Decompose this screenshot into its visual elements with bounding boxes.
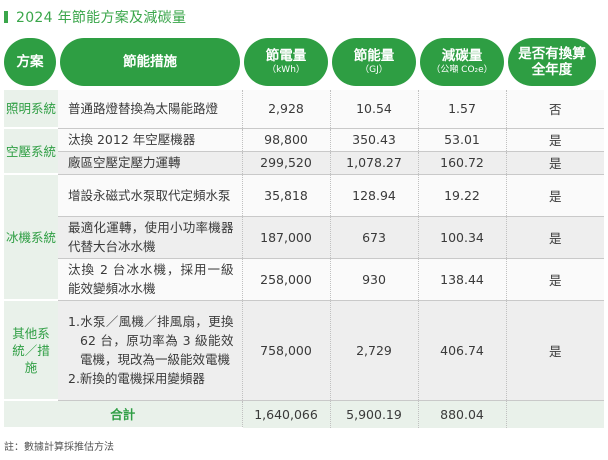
flag-cell: 是: [505, 174, 604, 217]
header-carbon: 減碳量 （公噸 CO₂e）: [420, 38, 504, 86]
flag-cell: 是: [505, 151, 604, 175]
carbon-cell: 160.72: [417, 151, 506, 175]
power-cell: 98,800: [241, 128, 330, 152]
flag-cell: 是: [505, 216, 604, 259]
energy-cell: 930: [329, 258, 418, 301]
measure-item-1: 1.水泵／風機／排風扇，更換 62 台，原功率為 3 級能效電機，現改為一級能效…: [68, 314, 234, 367]
table-row: 空壓系統 汰換 2012 年空壓機器 98,800 350.43 53.01 是: [4, 128, 604, 175]
header-energy-unit: （GJ）: [360, 65, 388, 75]
measure-cell: 1.水泵／風機／排風扇，更換 62 台，原功率為 3 級能效電機，現改為一級能效…: [58, 300, 242, 401]
power-cell: 299,520: [241, 151, 330, 175]
measure-cell: 汰換 2012 年空壓機器: [58, 128, 242, 152]
header-carbon-label: 減碳量: [441, 48, 483, 64]
flag-cell: 是: [505, 258, 604, 301]
measure-item-2: 2.新換的電機採用變頻器: [68, 371, 205, 386]
measure-cell: 汰換 2 台冰水機，採用一級能效變頻冰水機: [58, 258, 242, 301]
power-cell: 758,000: [241, 300, 330, 401]
table-row: 冰機系統 增設永磁式水泵取代定頻水泵 35,818 128.94 19.22 是: [4, 174, 604, 301]
table-row: 最適化運轉，使用小功率機器代替大台冰水機 187,000 673 100.34 …: [4, 216, 604, 259]
header-plan-label: 方案: [16, 54, 44, 70]
carbon-cell: 53.01: [417, 128, 506, 152]
header-power-unit: （kWh）: [267, 65, 305, 75]
energy-cell: 128.94: [329, 174, 418, 217]
header-renewal: 是否有換算全年度: [508, 38, 596, 86]
table-row: 汰換 2 台冰水機，採用一級能效變頻冰水機 258,000 930 138.44…: [4, 258, 604, 301]
total-row: 合計 1,640,066 5,900.19 880.04: [4, 400, 604, 429]
energy-cell: 10.54: [329, 90, 418, 129]
category-air-compressor: 空壓系統: [4, 128, 58, 175]
flag-cell: 是: [505, 128, 604, 152]
header-energy-label: 節能量: [353, 48, 395, 64]
carbon-cell: 406.74: [417, 300, 506, 401]
energy-cell: 2,729: [329, 300, 418, 401]
carbon-cell: 1.57: [417, 90, 506, 129]
header-power: 節電量 （kWh）: [244, 38, 328, 86]
measure-cell: 廠區空壓定壓力運轉: [58, 151, 242, 175]
header-carbon-unit: （公噸 CO₂e）: [431, 65, 493, 75]
power-cell: 258,000: [241, 258, 330, 301]
header-energy: 節能量 （GJ）: [332, 38, 416, 86]
carbon-cell: 138.44: [417, 258, 506, 301]
title-bullet-marker: [4, 11, 8, 23]
total-carbon: 880.04: [417, 400, 506, 428]
measure-cell: 增設永磁式水泵取代定頻水泵: [58, 174, 242, 217]
flag-cell: 是: [505, 300, 604, 401]
header-power-label: 節電量: [265, 48, 307, 64]
header-measure-label: 節能措施: [123, 54, 177, 70]
table-row: 廠區空壓定壓力運轉 299,520 1,078.27 160.72 是: [4, 151, 604, 175]
section-title-text: 2024 年節能方案及減碳量: [16, 10, 187, 26]
energy-cell: 350.43: [329, 128, 418, 152]
footnote: 註：數據計算採推估方法: [4, 442, 114, 453]
carbon-cell: 100.34: [417, 216, 506, 259]
energy-cell: 1,078.27: [329, 151, 418, 175]
data-table: 照明系統 普通路燈替換為太陽能路燈 2,928 10.54 1.57 否 空壓系…: [4, 90, 604, 429]
category-chiller: 冰機系統: [4, 174, 58, 301]
category-other: 其他系統／措施: [4, 300, 58, 401]
header-renewal-label: 是否有換算全年度: [518, 46, 586, 78]
total-label: 合計: [4, 400, 242, 429]
total-power: 1,640,066: [241, 400, 330, 428]
section-title: 2024 年節能方案及減碳量: [4, 8, 186, 26]
total-energy: 5,900.19: [329, 400, 418, 428]
power-cell: 2,928: [241, 90, 330, 129]
table-row: 其他系統／措施 1.水泵／風機／排風扇，更換 62 台，原功率為 3 級能效電機…: [4, 300, 604, 401]
energy-cell: 673: [329, 216, 418, 259]
flag-cell: 否: [505, 90, 604, 129]
measure-cell: 普通路燈替換為太陽能路燈: [58, 90, 242, 129]
power-cell: 187,000: [241, 216, 330, 259]
category-lighting: 照明系統: [4, 90, 58, 129]
measure-cell: 最適化運轉，使用小功率機器代替大台冰水機: [58, 216, 242, 259]
power-cell: 35,818: [241, 174, 330, 217]
carbon-cell: 19.22: [417, 174, 506, 217]
header-measure: 節能措施: [60, 38, 240, 86]
total-flag: [505, 400, 604, 428]
header-plan: 方案: [4, 38, 56, 86]
table-row: 照明系統 普通路燈替換為太陽能路燈 2,928 10.54 1.57 否: [4, 90, 604, 129]
